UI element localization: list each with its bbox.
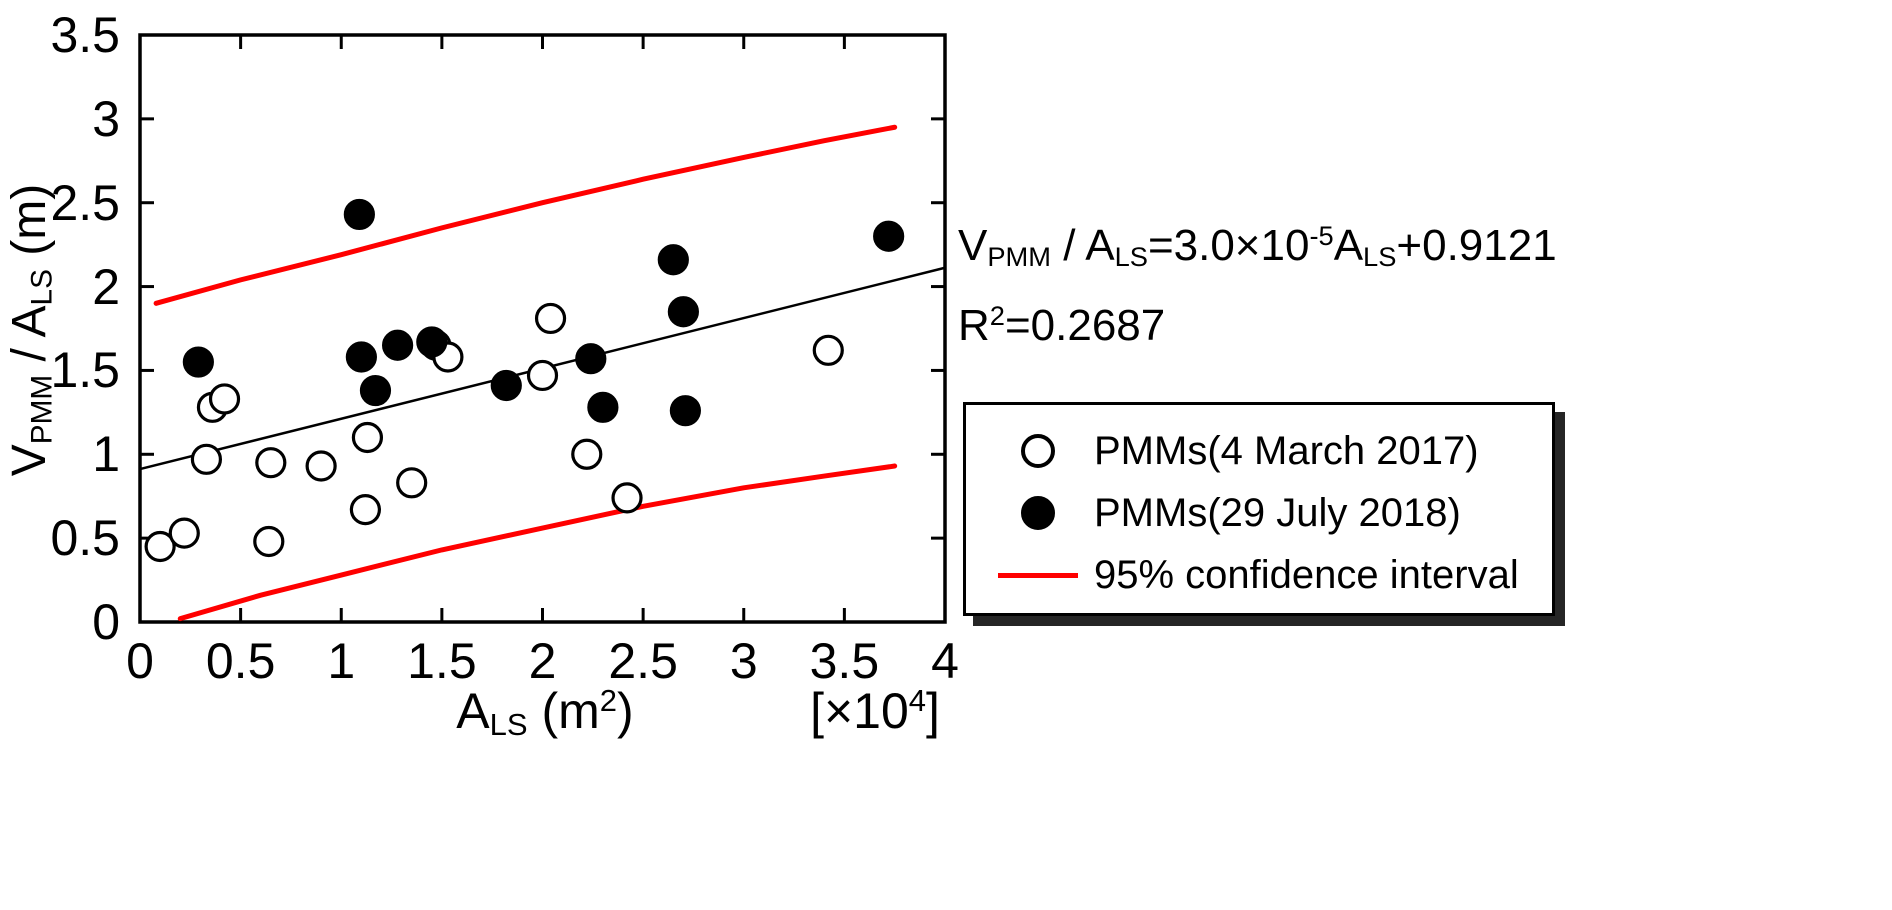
y-tick-label: 3 — [92, 90, 120, 147]
data-point-open — [208, 383, 241, 415]
data-point-open — [526, 359, 559, 392]
data-point-filled — [667, 296, 699, 328]
x-tick-label: 3 — [729, 633, 758, 689]
x-tick-label: 1 — [327, 633, 356, 689]
data-point-filled — [382, 329, 414, 361]
data-point-filled — [575, 343, 607, 375]
data-point-open — [305, 450, 337, 482]
open-circle-marker-icon — [992, 434, 1084, 468]
r-squared-value: R2=0.2687 — [958, 300, 1166, 350]
regression-equation: VPMM / ALS=3.0×10-5ALS+0.9121 — [958, 220, 1557, 272]
data-point-open — [611, 482, 643, 514]
data-point-open — [253, 525, 285, 558]
data-point-filled — [416, 326, 448, 358]
y-axis-title: VPMM / ALS (m) — [3, 183, 59, 477]
confidence-upper-line — [153, 124, 898, 306]
data-point-filled — [182, 346, 214, 378]
data-point-filled — [587, 391, 619, 423]
y-tick-label: 0.5 — [50, 510, 120, 567]
data-point-filled — [657, 244, 689, 276]
x-tick-label: 3.5 — [809, 633, 880, 689]
data-point-filled — [343, 198, 375, 231]
y-tick-label: 3.5 — [50, 7, 120, 63]
y-tick-label: 0 — [92, 594, 120, 650]
filled-circle-marker-icon — [992, 496, 1084, 530]
data-point-open — [168, 517, 200, 549]
x-tick-label: 1.5 — [407, 633, 477, 689]
legend-item-pmms-2018: PMMs(29 July 2018) — [992, 483, 1552, 543]
legend-label: 95% confidence interval — [1094, 552, 1519, 597]
data-point-open — [812, 334, 844, 366]
data-point-open — [190, 443, 223, 475]
data-point-open — [349, 494, 381, 526]
data-point-open — [351, 421, 384, 454]
y-tick-label: 1 — [92, 426, 120, 483]
legend-label: PMMs(29 July 2018) — [1094, 490, 1461, 535]
y-tick-label: 2 — [92, 258, 120, 315]
x-tick-label: 4 — [931, 633, 959, 689]
red-line-marker-icon — [992, 572, 1084, 578]
data-point-filled — [490, 369, 522, 402]
x-tick-label: 0.5 — [205, 633, 276, 689]
x-tick-label: 2.5 — [608, 633, 678, 689]
x-axis-tick-labels: 0 0.5 1 1.5 2 2.5 3 3.5 4 — [0, 632, 1000, 702]
data-point-filled — [669, 395, 701, 427]
data-point-filled — [873, 220, 905, 252]
x-axis-unit-label: [×104] — [810, 682, 940, 739]
confidence-lower-line — [177, 463, 898, 622]
data-point-open — [255, 447, 287, 479]
legend-item-confidence-interval: 95% confidence interval — [992, 545, 1552, 605]
data-point-filled — [345, 341, 377, 373]
y-axis-tick-labels: 0 0.5 1 1.5 2 2.5 3 3.5 — [0, 0, 126, 910]
data-point-open — [144, 530, 176, 563]
legend-label: PMMs(4 March 2017) — [1094, 428, 1479, 473]
legend: PMMs(4 March 2017) PMMs(29 July 2018) 95… — [963, 402, 1555, 616]
legend-item-pmms-2017: PMMs(4 March 2017) — [992, 421, 1552, 481]
y-tick-label: 1.5 — [50, 342, 120, 399]
data-point-open — [396, 467, 428, 499]
data-point-filled — [359, 374, 392, 407]
x-tick-label: 0 — [126, 633, 154, 689]
data-point-open — [534, 302, 567, 335]
x-tick-label: 2 — [528, 633, 557, 689]
y-tick-label: 2.5 — [50, 174, 120, 231]
data-point-open — [571, 438, 603, 470]
x-axis-title: ALS (m2) — [456, 682, 634, 742]
